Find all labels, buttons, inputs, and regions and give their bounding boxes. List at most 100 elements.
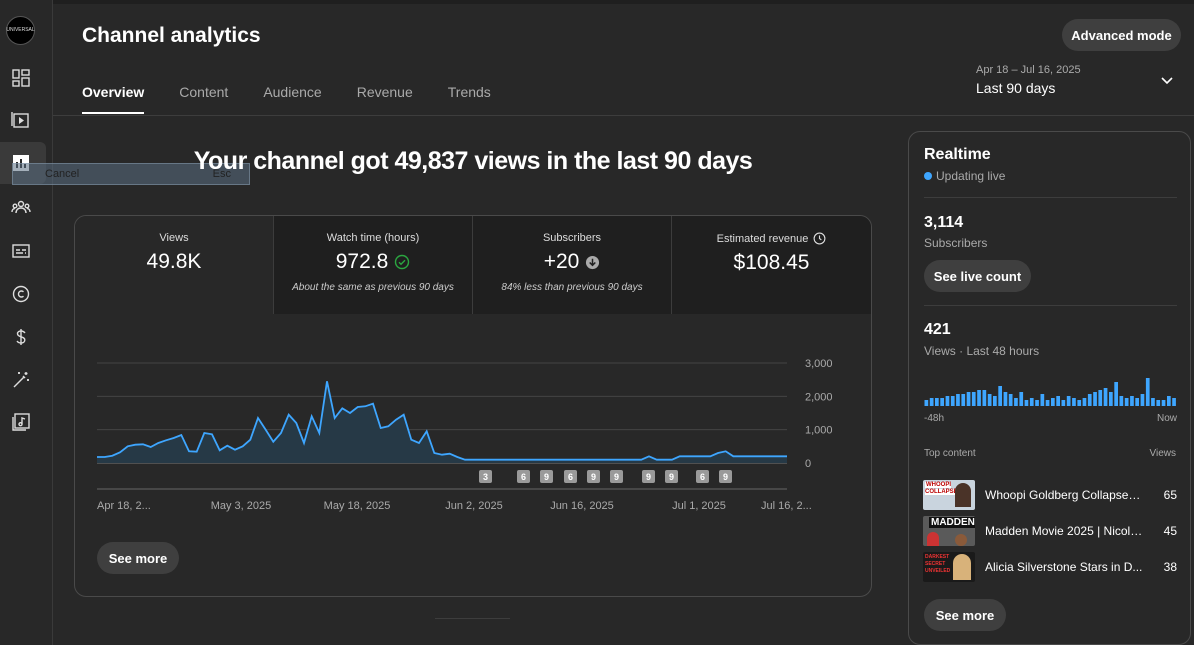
dashboard-icon[interactable] <box>10 67 32 89</box>
realtime-bar[interactable] <box>1103 388 1108 406</box>
realtime-bar[interactable] <box>1082 398 1087 406</box>
top-content-views: 65 <box>1163 488 1177 502</box>
subtitles-icon[interactable] <box>10 240 32 262</box>
realtime-bar[interactable] <box>1077 400 1082 406</box>
copyright-icon[interactable] <box>10 283 32 305</box>
realtime-bar[interactable] <box>924 400 929 406</box>
realtime-bar[interactable] <box>1135 398 1139 406</box>
live-dot-icon <box>924 172 932 180</box>
tab-audience[interactable]: Audience <box>263 84 322 100</box>
chart-event-marker[interactable]: 9 <box>587 470 600 483</box>
chart-event-marker[interactable]: 6 <box>696 470 709 483</box>
realtime-bar[interactable] <box>1019 392 1024 406</box>
realtime-bar[interactable] <box>1045 400 1050 406</box>
advanced-mode-button[interactable]: Advanced mode <box>1062 19 1181 51</box>
realtime-bar[interactable] <box>998 386 1002 406</box>
realtime-bar[interactable] <box>971 392 976 406</box>
realtime-bar[interactable] <box>1072 398 1076 406</box>
realtime-bar[interactable] <box>935 398 939 406</box>
metric-views-label: Views <box>159 232 189 244</box>
realtime-bar[interactable] <box>1056 396 1060 406</box>
realtime-see-more-button[interactable]: See more <box>924 599 1006 631</box>
top-content-row[interactable]: DARKEST SECRET UNVEILED Alicia Silversto… <box>923 552 1177 582</box>
realtime-title: Realtime <box>924 146 991 163</box>
metric-watch-time[interactable]: Watch time (hours) 972.8 About the same … <box>274 216 473 314</box>
chart-event-marker[interactable]: 6 <box>517 470 530 483</box>
realtime-bar[interactable] <box>977 390 981 406</box>
community-icon[interactable] <box>10 196 32 218</box>
top-content-row[interactable]: MADDEN Madden Movie 2025 | Nicola... 45 <box>923 516 1177 546</box>
realtime-card: Realtime Updating live 3,114 Subscribers… <box>908 131 1191 645</box>
realtime-bar[interactable] <box>1087 394 1092 406</box>
chart-event-marker[interactable]: 9 <box>540 470 553 483</box>
realtime-bar[interactable] <box>1145 378 1150 406</box>
cancel-overlay-bar[interactable]: Cancel Esc <box>12 163 250 185</box>
realtime-bar[interactable] <box>1109 392 1113 406</box>
cancel-label[interactable]: Cancel <box>45 168 80 180</box>
customization-wand-icon[interactable] <box>10 369 32 391</box>
realtime-bar[interactable] <box>1066 396 1071 406</box>
tab-content[interactable]: Content <box>179 84 229 100</box>
realtime-bar[interactable] <box>1024 400 1029 406</box>
audio-library-icon[interactable] <box>10 411 32 433</box>
chevron-down-icon[interactable] <box>1160 76 1174 86</box>
realtime-bar[interactable] <box>1098 390 1103 406</box>
realtime-bar[interactable] <box>1151 398 1155 406</box>
channel-avatar[interactable]: UNIVERSAL <box>6 16 35 45</box>
chart-event-marker[interactable]: 9 <box>610 470 623 483</box>
realtime-bar[interactable] <box>966 392 971 406</box>
metric-views[interactable]: Views 49.8K <box>75 216 274 314</box>
realtime-subscribers-label: Subscribers <box>924 236 988 250</box>
see-live-count-button[interactable]: See live count <box>924 260 1031 292</box>
realtime-bar[interactable] <box>1029 398 1034 406</box>
tab-overview[interactable]: Overview <box>82 84 145 114</box>
chart-event-marker[interactable]: 9 <box>642 470 655 483</box>
realtime-bar[interactable] <box>1119 396 1124 406</box>
see-more-button[interactable]: See more <box>97 542 179 574</box>
realtime-bar[interactable] <box>956 394 960 406</box>
realtime-bar[interactable] <box>1035 400 1039 406</box>
realtime-bar[interactable] <box>1124 398 1129 406</box>
chart-x-tick-label: Jun 2, 2025 <box>445 500 503 512</box>
realtime-bar[interactable] <box>1114 382 1118 406</box>
realtime-bar[interactable] <box>1014 398 1018 406</box>
chart-x-tick-label: May 3, 2025 <box>211 500 272 512</box>
realtime-bar[interactable] <box>1051 398 1055 406</box>
realtime-bar[interactable] <box>1130 396 1134 406</box>
realtime-bar[interactable] <box>929 398 934 406</box>
chart-event-marker[interactable]: 6 <box>564 470 577 483</box>
realtime-bar[interactable] <box>1008 394 1013 406</box>
realtime-bar[interactable] <box>950 396 955 406</box>
realtime-bar[interactable] <box>1172 398 1176 406</box>
realtime-bar[interactable] <box>945 396 950 406</box>
content-icon[interactable] <box>10 109 32 131</box>
chart-event-marker[interactable]: 9 <box>719 470 732 483</box>
realtime-bar[interactable] <box>961 394 966 406</box>
realtime-bar[interactable] <box>1040 394 1045 406</box>
chart-event-marker[interactable]: 3 <box>479 470 492 483</box>
realtime-bar[interactable] <box>1093 392 1097 406</box>
top-content-row[interactable]: WHOOPI COLLAPSES Whoopi Goldberg Collaps… <box>923 480 1177 510</box>
metric-revenue[interactable]: Estimated revenue $108.45 <box>672 216 871 314</box>
realtime-bar[interactable] <box>982 390 987 406</box>
realtime-bar[interactable] <box>1156 400 1161 406</box>
metric-subscribers[interactable]: Subscribers +20 84% less than previous 9… <box>473 216 672 314</box>
realtime-divider <box>924 197 1177 198</box>
metric-watch-time-note: About the same as previous 90 days <box>292 282 454 293</box>
realtime-bar[interactable] <box>987 394 992 406</box>
video-thumbnail: MADDEN <box>923 516 975 546</box>
metric-row: Views 49.8K Watch time (hours) 972.8 Abo… <box>75 216 871 314</box>
tab-revenue[interactable]: Revenue <box>356 84 413 100</box>
tab-trends[interactable]: Trends <box>447 84 491 100</box>
realtime-bar[interactable] <box>1140 394 1145 406</box>
realtime-bar[interactable] <box>1003 392 1008 406</box>
realtime-bar[interactable] <box>1167 396 1171 406</box>
realtime-bar[interactable] <box>1161 400 1166 406</box>
chart-area-fill <box>97 381 787 463</box>
realtime-bar[interactable] <box>993 396 997 406</box>
realtime-bar[interactable] <box>1061 400 1066 406</box>
earn-dollar-icon[interactable] <box>10 326 32 348</box>
realtime-bar[interactable] <box>940 398 944 406</box>
chart-event-marker[interactable]: 9 <box>665 470 678 483</box>
date-range-picker[interactable]: Apr 18 – Jul 16, 2025 Last 90 days <box>976 64 1081 96</box>
